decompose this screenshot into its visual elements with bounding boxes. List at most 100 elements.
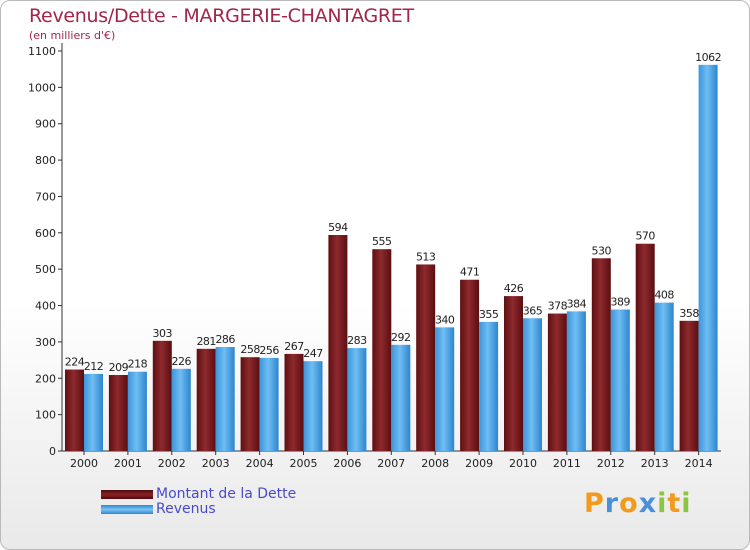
data-label-dette: 570 — [635, 230, 655, 243]
logo-letter: i — [657, 488, 668, 519]
data-label-dette: 426 — [504, 282, 524, 295]
bar-dette — [284, 353, 304, 451]
legend-swatch-dette — [101, 490, 153, 499]
x-tick-label: 2004 — [246, 457, 274, 470]
data-label-revenus: 1062 — [695, 51, 721, 64]
x-tick-label: 2010 — [509, 457, 537, 470]
x-tick-label: 2009 — [465, 457, 493, 470]
x-tick-label: 2013 — [641, 457, 669, 470]
bar-revenus — [391, 344, 411, 451]
legend-swatch-revenus — [101, 505, 153, 514]
data-label-revenus: 283 — [347, 334, 367, 347]
bar-revenus — [215, 347, 235, 451]
bar-revenus — [127, 371, 147, 451]
data-label-dette: 471 — [460, 266, 480, 279]
y-tick-label: 800 — [35, 154, 56, 167]
bar-revenus — [171, 368, 191, 451]
bar-dette — [504, 296, 523, 451]
data-label-dette: 378 — [548, 300, 568, 313]
data-label-revenus: 212 — [84, 360, 104, 373]
bar-dette — [240, 357, 260, 451]
bar-revenus — [303, 361, 323, 451]
x-tick-label: 2011 — [553, 457, 581, 470]
bar-dette — [328, 235, 348, 451]
bar-dette — [65, 369, 84, 451]
y-tick-label: 500 — [35, 263, 56, 276]
data-label-dette: 267 — [284, 340, 304, 353]
bar-dette — [635, 243, 655, 451]
bar-revenus — [259, 357, 279, 451]
legend-label-dette: Montant de la Dette — [156, 486, 297, 502]
bar-revenus — [654, 302, 674, 451]
data-label-dette: 209 — [109, 361, 129, 374]
bar-dette — [416, 264, 436, 451]
y-tick-label: 0 — [49, 445, 56, 458]
proxiti-logo: Proxiti — [584, 488, 692, 519]
y-tick-label: 300 — [35, 336, 56, 349]
data-label-dette: 358 — [679, 307, 699, 320]
y-tick-label: 100 — [35, 409, 56, 422]
chart-subtitle: (en milliers d'€) — [29, 29, 116, 42]
chart-title: Revenus/Dette - MARGERIE-CHANTAGRET — [29, 5, 414, 27]
data-label-revenus: 286 — [215, 333, 235, 346]
data-label-dette: 303 — [153, 327, 173, 340]
logo-letter: r — [604, 488, 620, 519]
data-label-revenus: 226 — [172, 355, 192, 368]
bar-dette — [152, 340, 172, 451]
x-tick-label: 2001 — [114, 457, 142, 470]
x-tick-label: 2007 — [377, 457, 405, 470]
logo-letter: i — [681, 488, 692, 519]
data-label-dette: 555 — [372, 235, 392, 248]
x-tick-label: 2002 — [158, 457, 186, 470]
bar-revenus — [84, 373, 103, 451]
data-label-dette: 513 — [416, 250, 436, 263]
x-tick-label: 2014 — [685, 457, 713, 470]
data-label-dette: 281 — [196, 335, 216, 348]
y-tick-label: 1000 — [28, 81, 56, 94]
y-tick-label: 400 — [35, 300, 56, 313]
data-label-revenus: 384 — [567, 297, 587, 310]
bar-revenus — [610, 309, 630, 451]
data-label-dette: 594 — [328, 221, 348, 234]
y-tick-label: 1100 — [28, 45, 56, 58]
bar-revenus — [566, 311, 586, 451]
bar-dette — [372, 249, 392, 451]
logo-letter: P — [584, 488, 605, 519]
x-tick-label: 2012 — [597, 457, 625, 470]
bar-dette — [460, 279, 480, 451]
x-tick-label: 2006 — [333, 457, 361, 470]
data-label-revenus: 365 — [523, 304, 543, 317]
x-tick-label: 2000 — [70, 457, 98, 470]
data-label-dette: 224 — [65, 356, 85, 369]
data-label-revenus: 355 — [479, 308, 499, 321]
data-label-revenus: 256 — [259, 344, 279, 357]
x-tick-label: 2003 — [202, 457, 230, 470]
bar-revenus — [523, 318, 542, 451]
bar-dette — [108, 375, 128, 451]
bar-chart: 0 100 200 300 400 500 600 700 800 900 1000 1100 2000… — [28, 43, 722, 470]
bar-dette — [591, 258, 611, 451]
data-label-revenus: 340 — [435, 313, 455, 326]
bar-revenus — [479, 321, 499, 451]
logo-letter: o — [619, 488, 639, 519]
y-tick-label: 600 — [35, 227, 56, 240]
x-tick-label: 2005 — [290, 457, 318, 470]
bar-revenus — [347, 348, 367, 451]
data-label-revenus: 292 — [391, 331, 411, 344]
bar-revenus — [435, 327, 455, 451]
y-tick-label: 900 — [35, 118, 56, 131]
data-label-dette: 258 — [240, 343, 260, 356]
y-tick-label: 700 — [35, 190, 56, 203]
data-label-revenus: 247 — [303, 347, 323, 360]
data-label-revenus: 389 — [611, 296, 631, 309]
legend-label-revenus: Revenus — [156, 501, 216, 517]
bar-revenus — [698, 64, 718, 451]
data-label-revenus: 218 — [128, 358, 148, 371]
y-tick-label: 200 — [35, 372, 56, 385]
logo-letter: x — [638, 488, 658, 519]
x-tick-label: 2008 — [421, 457, 449, 470]
data-label-revenus: 408 — [654, 289, 674, 302]
bar-dette — [679, 320, 699, 451]
logo-letter: t — [667, 488, 682, 519]
